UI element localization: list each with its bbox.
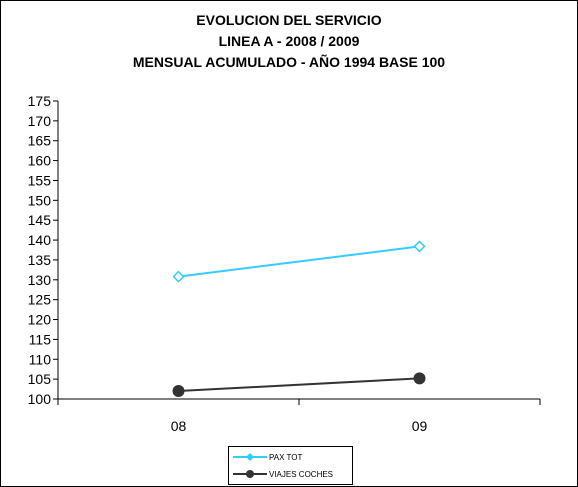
x-tick-label: 09 bbox=[412, 418, 428, 434]
title-line-3: MENSUAL ACUMULADO - AÑO 1994 BASE 100 bbox=[132, 54, 446, 70]
legend-swatch-viajes-coches bbox=[233, 470, 267, 478]
data-point-viajes-coches bbox=[413, 372, 426, 385]
title-line-2: LINEA A - 2008 / 2009 bbox=[218, 33, 360, 49]
y-tick-label: 135 bbox=[28, 252, 52, 268]
y-tick-label: 110 bbox=[29, 351, 52, 367]
data-point-pax-tot bbox=[172, 270, 185, 283]
legend: PAX TOT VIAJES COCHES bbox=[228, 446, 353, 485]
y-tick-label: 165 bbox=[28, 133, 52, 149]
x-tick-label: 08 bbox=[171, 418, 187, 434]
legend-swatch-pax-tot bbox=[233, 453, 267, 461]
data-point-viajes-coches bbox=[172, 385, 185, 398]
y-tick-label: 125 bbox=[28, 292, 52, 308]
y-tick-label: 130 bbox=[28, 272, 52, 288]
y-tick-label: 145 bbox=[28, 212, 52, 228]
series-line-viajes-coches bbox=[178, 377, 420, 393]
legend-label-viajes-coches: VIAJES COCHES bbox=[269, 469, 334, 479]
y-tick-label: 115 bbox=[29, 331, 52, 347]
y-tick-label: 150 bbox=[28, 192, 52, 208]
y-tick-label: 175 bbox=[28, 93, 52, 109]
y-tick-label: 140 bbox=[28, 232, 52, 248]
title-line-1: EVOLUCION DEL SERVICIO bbox=[196, 12, 382, 28]
y-tick-label: 170 bbox=[28, 113, 52, 129]
y-tick-label: 100 bbox=[28, 391, 52, 407]
chart-title: EVOLUCION DEL SERVICIO LINEA A - 2008 / … bbox=[0, 10, 578, 73]
legend-item-viajes-coches: VIAJES COCHES bbox=[233, 466, 333, 482]
y-tick-label: 155 bbox=[28, 172, 52, 188]
series-line-pax-tot bbox=[178, 245, 420, 278]
data-point-pax-tot bbox=[413, 240, 426, 253]
legend-label-pax-tot: PAX TOT bbox=[269, 452, 303, 462]
y-tick-label: 105 bbox=[28, 371, 52, 387]
legend-item-pax-tot: PAX TOT bbox=[233, 449, 302, 465]
y-tick-label: 120 bbox=[28, 312, 52, 328]
y-tick-label: 160 bbox=[28, 153, 52, 169]
